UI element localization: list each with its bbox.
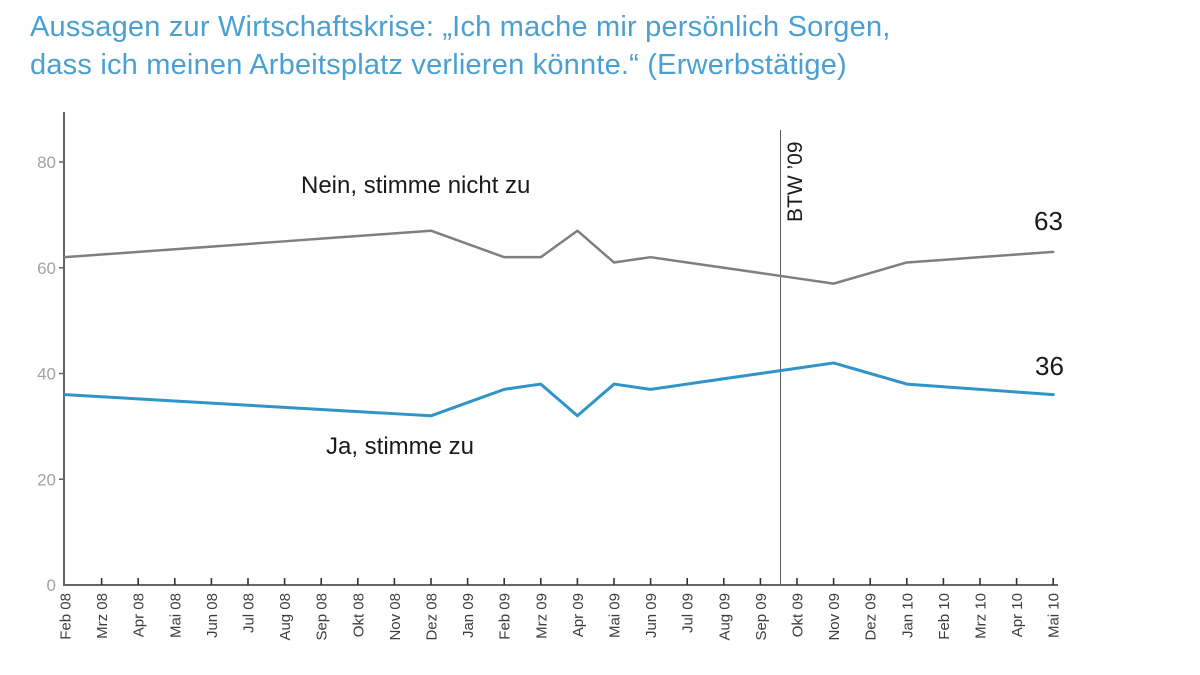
x-tick-label: Jan 10 xyxy=(899,593,916,638)
y-tick-label: 40 xyxy=(37,365,56,384)
x-tick-label: Jan 09 xyxy=(460,593,477,638)
series-label-nein: Nein, stimme nicht zu xyxy=(301,172,531,199)
end-value-ja: 36 xyxy=(1035,351,1064,381)
x-tick-label: Jul 08 xyxy=(241,593,258,633)
x-tick-label: Apr 09 xyxy=(570,593,587,637)
x-tick-label: Feb 09 xyxy=(497,593,514,640)
chart-title-line-2: dass ich meinen Arbeitsplatz verlieren k… xyxy=(30,49,847,82)
x-tick-label: Feb 08 xyxy=(58,593,75,640)
series-ja-line xyxy=(63,361,1055,418)
x-tick-label: Aug 08 xyxy=(277,593,294,641)
x-tick-label: Mrz 08 xyxy=(94,593,111,639)
x-tick-label: Feb 10 xyxy=(936,593,953,640)
x-tick-label: Mai 09 xyxy=(607,593,624,638)
x-tick-label: Nov 08 xyxy=(387,593,404,641)
x-tick-label: Dez 08 xyxy=(424,593,441,641)
x-tick-label: Apr 08 xyxy=(131,593,148,637)
chart-title: Aussagen zur Wirtschaftskrise: „Ich mach… xyxy=(30,8,1185,85)
end-value-nein: 63 xyxy=(1034,206,1063,236)
x-tick-label: Dez 09 xyxy=(863,593,880,641)
x-tick-label: Okt 09 xyxy=(790,593,807,637)
x-tick-label: Aug 09 xyxy=(716,593,733,641)
x-tick-label: Sep 08 xyxy=(314,593,331,641)
btw-annotation-label: BTW ’09 xyxy=(784,141,807,222)
x-tick-label: Mai 10 xyxy=(1046,593,1063,638)
x-tick-label: Jun 08 xyxy=(204,593,221,638)
series-nein-line xyxy=(63,229,1055,285)
y-tick-label: 20 xyxy=(37,470,56,489)
x-tick-label: Okt 08 xyxy=(350,593,367,637)
y-tick-label: 60 xyxy=(37,259,56,278)
y-tick-label: 0 xyxy=(47,576,56,595)
x-tick-label: Mrz 10 xyxy=(973,593,990,639)
x-tick-label: Sep 09 xyxy=(753,593,770,641)
chart-title-line-1: Aussagen zur Wirtschaftskrise: „Ich mach… xyxy=(30,11,891,43)
x-tick-label: Jun 09 xyxy=(643,593,660,638)
y-tick-label: 80 xyxy=(37,153,56,172)
x-tick-label: Jul 09 xyxy=(680,593,697,633)
x-tick-label: Mrz 09 xyxy=(533,593,550,639)
series-label-ja: Ja, stimme zu xyxy=(326,433,475,460)
x-tick-label: Nov 09 xyxy=(826,593,843,641)
x-tick-label: Apr 10 xyxy=(1009,593,1026,637)
x-tick-label: Mai 08 xyxy=(167,593,184,638)
